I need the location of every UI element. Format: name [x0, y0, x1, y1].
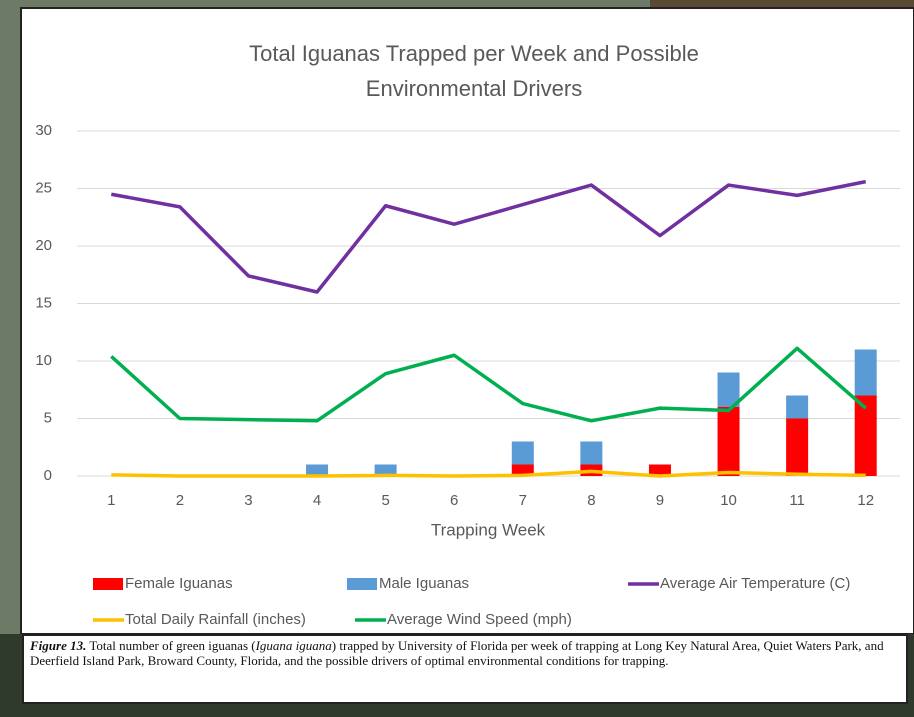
- caption-label: Figure 13.: [30, 638, 86, 653]
- bar: [512, 442, 534, 465]
- chart-title: Environmental Drivers: [366, 76, 582, 101]
- caption: Figure 13. Total number of green iguanas…: [22, 634, 908, 704]
- bar: [786, 396, 808, 419]
- legend-swatch: [93, 578, 123, 590]
- legend-swatch: [347, 578, 377, 590]
- y-tick-label: 25: [35, 179, 52, 196]
- legend-label: Average Wind Speed (mph): [387, 611, 572, 628]
- chart-title: Total Iguanas Trapped per Week and Possi…: [249, 41, 699, 66]
- y-tick-label: 10: [35, 352, 52, 369]
- chart-panel: [21, 8, 914, 634]
- x-tick-label: 12: [857, 492, 874, 509]
- x-tick-label: 6: [450, 492, 458, 509]
- x-tick-label: 7: [519, 492, 527, 509]
- photo-strip: [650, 0, 914, 8]
- x-tick-label: 8: [587, 492, 595, 509]
- legend-label: Average Air Temperature (C): [660, 575, 850, 592]
- y-tick-label: 20: [35, 237, 52, 254]
- y-tick-label: 5: [44, 409, 52, 426]
- legend-label: Total Daily Rainfall (inches): [125, 611, 306, 628]
- x-tick-label: 9: [656, 492, 664, 509]
- chart: Total Iguanas Trapped per Week and Possi…: [0, 0, 914, 634]
- bar: [855, 350, 877, 396]
- caption-species: Iguana iguana: [256, 638, 332, 653]
- bar: [786, 419, 808, 477]
- x-tick-label: 2: [176, 492, 184, 509]
- x-tick-label: 10: [720, 492, 737, 509]
- y-tick-label: 0: [44, 467, 52, 484]
- legend-label: Male Iguanas: [379, 575, 469, 592]
- bar: [580, 442, 602, 465]
- bar: [718, 407, 740, 476]
- x-tick-label: 1: [107, 492, 115, 509]
- x-axis-label: Trapping Week: [431, 520, 546, 539]
- x-tick-label: 11: [789, 492, 805, 509]
- slide: Total Iguanas Trapped per Week and Possi…: [0, 0, 914, 717]
- caption-text: Total number of green iguanas (: [86, 638, 255, 653]
- y-tick-label: 15: [35, 294, 52, 311]
- y-tick-label: 30: [35, 122, 52, 139]
- x-tick-label: 3: [244, 492, 252, 509]
- x-tick-label: 4: [313, 492, 321, 509]
- legend-label: Female Iguanas: [125, 575, 233, 592]
- x-tick-label: 5: [381, 492, 389, 509]
